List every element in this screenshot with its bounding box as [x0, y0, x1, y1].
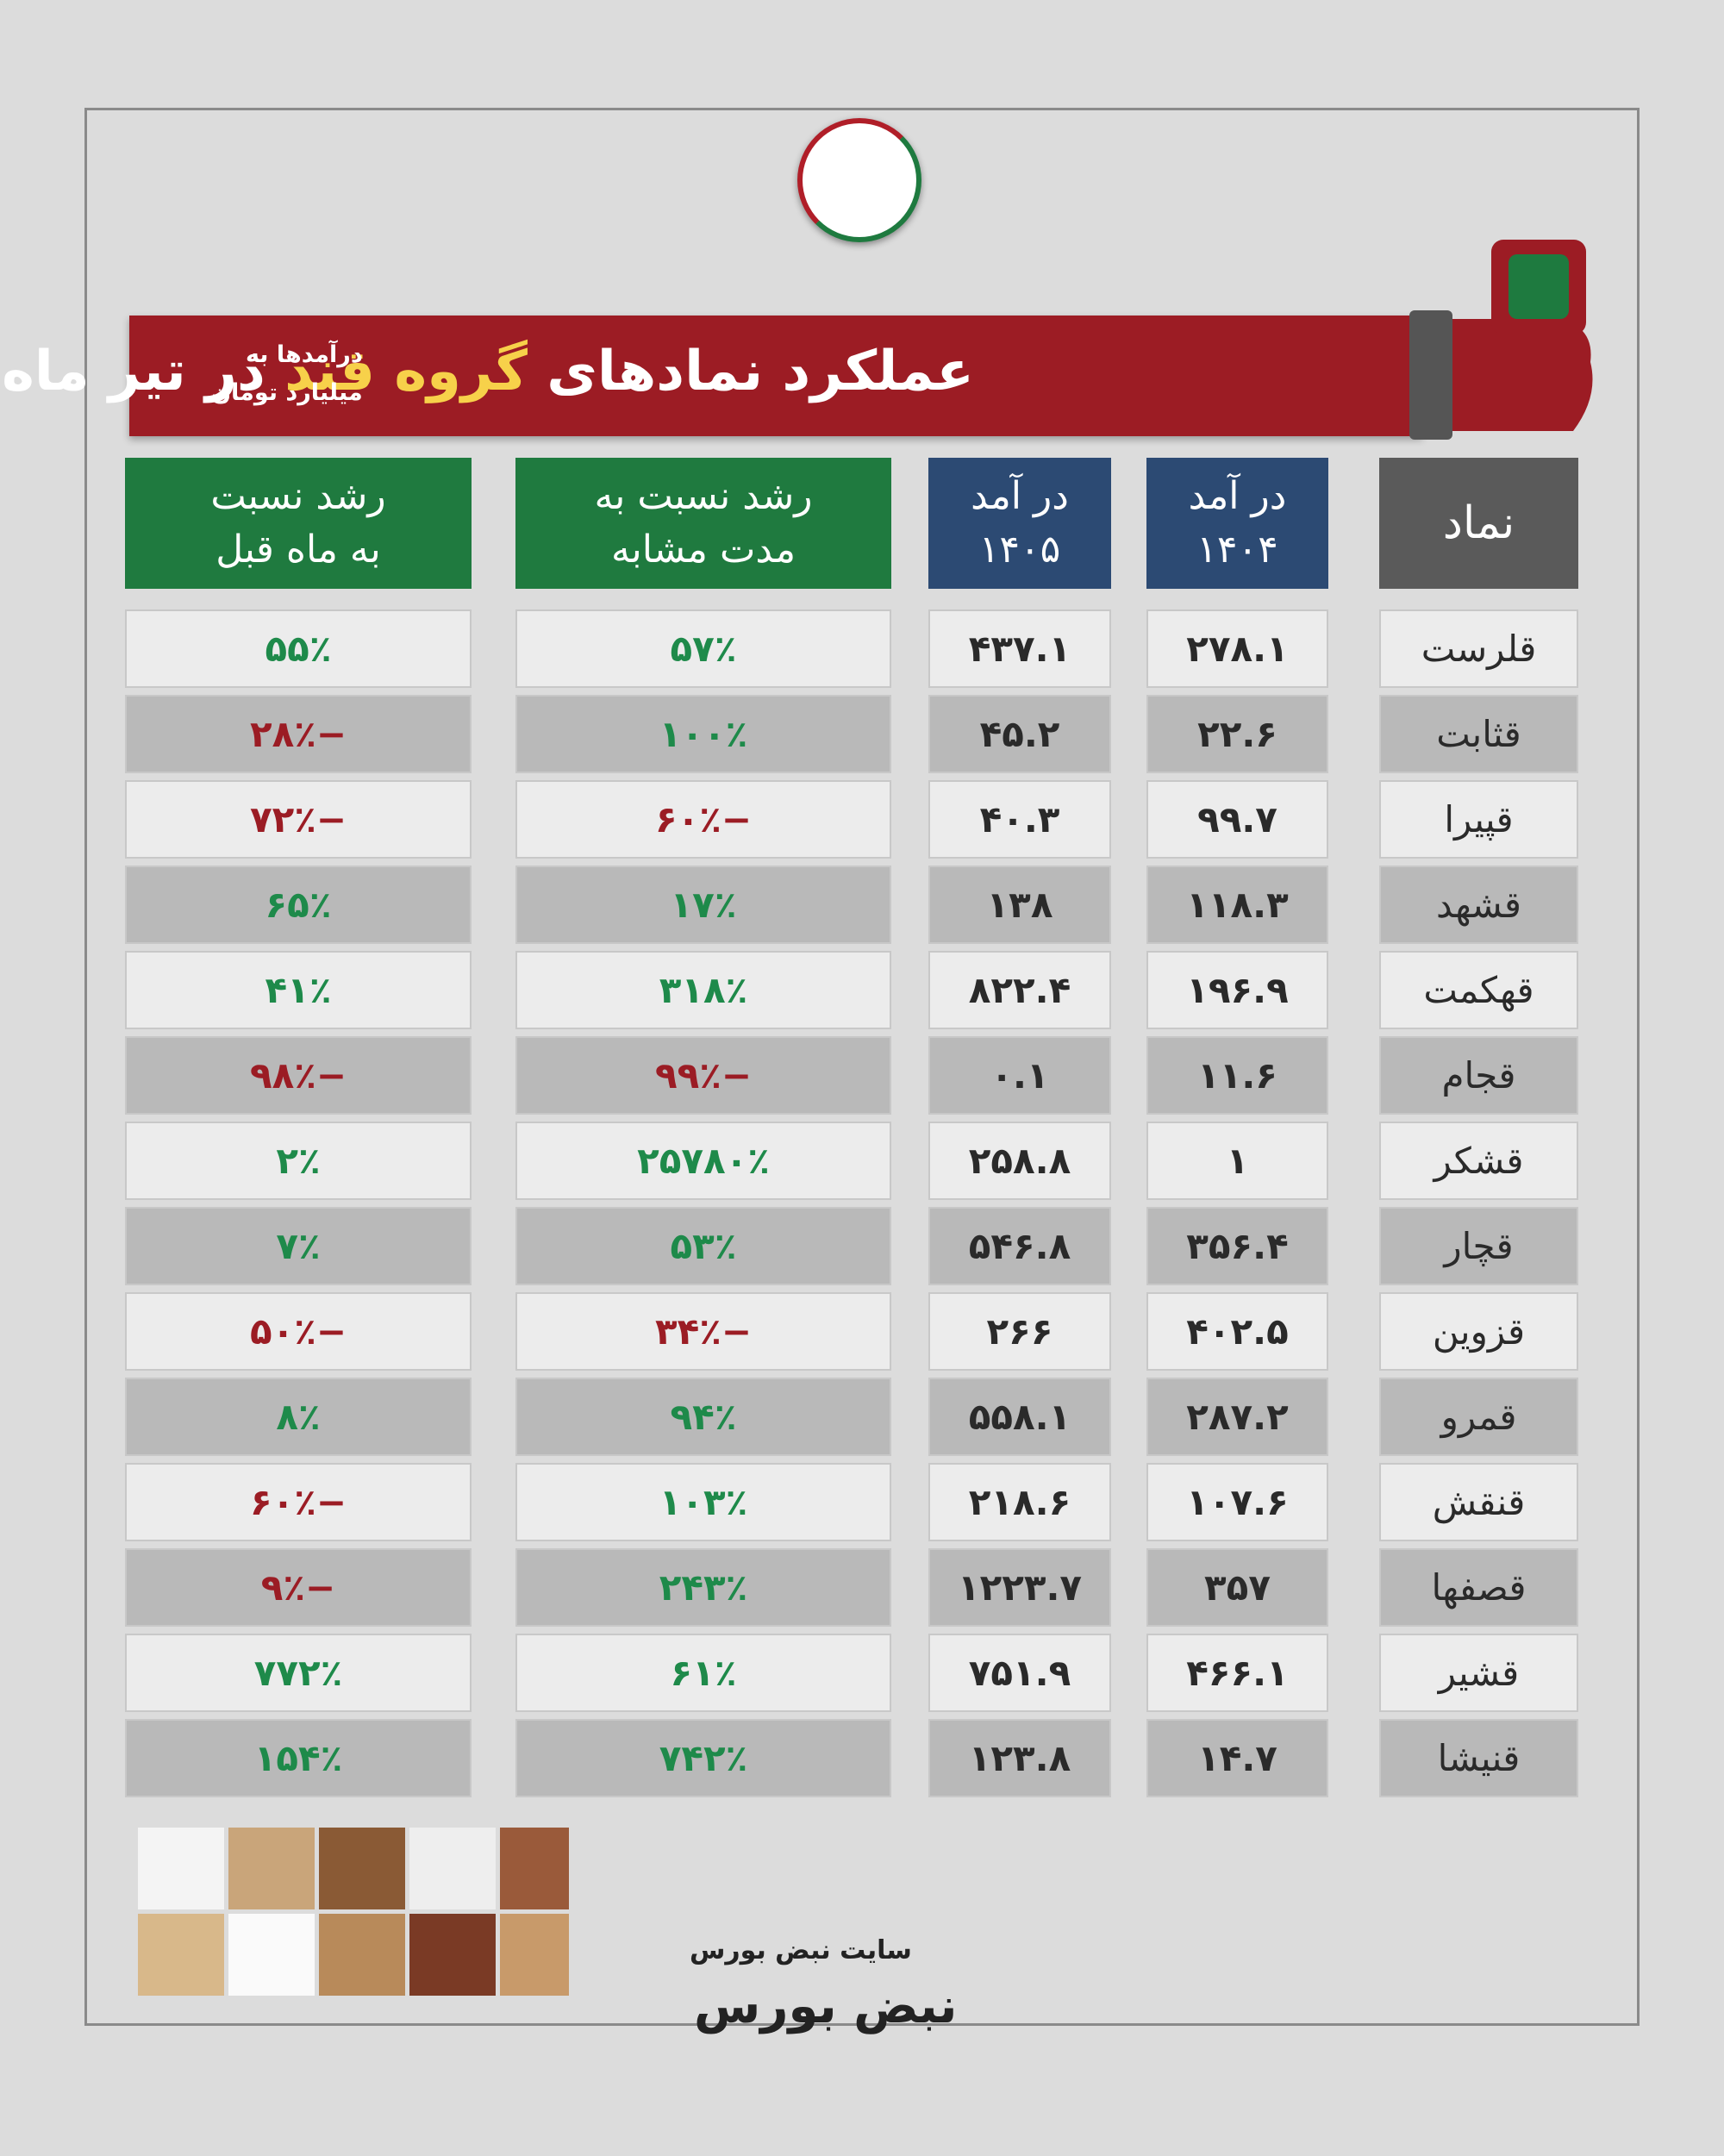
table-cell: قلرست — [1379, 609, 1578, 688]
table-cell: −۶۰٪ — [125, 1463, 472, 1541]
table-cell: ۴۶۶.۱ — [1146, 1634, 1328, 1712]
table-cell: قشیر — [1379, 1634, 1578, 1712]
title: عملکرد نمادهای گروه قند در تیر ماه — [2, 340, 974, 403]
table-cell: ۲۶۶ — [928, 1292, 1111, 1371]
table-cell: ۵۴۶.۸ — [928, 1207, 1111, 1285]
table-cell: ۳۵۶.۴ — [1146, 1207, 1328, 1285]
hand-icon — [1409, 240, 1593, 440]
table-cell: قشکر — [1379, 1122, 1578, 1200]
unit-note: درآمدها به میلیارد تومان — [211, 336, 363, 412]
table-cell: −۹۹٪ — [515, 1036, 891, 1115]
table-cell: ۲۵۷۸۰٪ — [515, 1122, 891, 1200]
table-cell: ۹۹.۷ — [1146, 780, 1328, 859]
table-cell: ۷۵۱.۹ — [928, 1634, 1111, 1712]
table-cell: ۱۴.۷ — [1146, 1719, 1328, 1797]
table-cell: ۶۵٪ — [125, 866, 472, 944]
column-header: رشد نسبت به مدت مشابه — [515, 458, 891, 589]
table-cell: ۱۰۳٪ — [515, 1463, 891, 1541]
header-line: رشد نسبت — [210, 474, 386, 518]
sugar-image — [138, 1828, 569, 1996]
table-cell: −۵۰٪ — [125, 1292, 472, 1371]
table-cell: ۲۷۸.۱ — [1146, 609, 1328, 688]
table-cell: ۴۰.۳ — [928, 780, 1111, 859]
table-cell: قزوین — [1379, 1292, 1578, 1371]
title-banner: عملکرد نمادهای گروه قند در تیر ماه درآمد… — [2, 316, 1422, 436]
table-cell: ۴۱٪ — [125, 951, 472, 1029]
table-cell: ۲۲.۶ — [1146, 695, 1328, 773]
table-cell: ۴۰۲.۵ — [1146, 1292, 1328, 1371]
table-cell: −۷۲٪ — [125, 780, 472, 859]
header-line: در آمد — [971, 474, 1069, 518]
note-line: میلیارد تومان — [211, 379, 363, 406]
table-cell: ۵۳٪ — [515, 1207, 891, 1285]
table-cell: ۲۵۸.۸ — [928, 1122, 1111, 1200]
table-cell: قجام — [1379, 1036, 1578, 1115]
table-cell: قچار — [1379, 1207, 1578, 1285]
header-line: نماد — [1442, 497, 1515, 549]
table-cell: ۱ — [1146, 1122, 1328, 1200]
table-cell: ۱۷٪ — [515, 866, 891, 944]
table-cell: −۹۸٪ — [125, 1036, 472, 1115]
table-cell: ۱۱.۶ — [1146, 1036, 1328, 1115]
header-line: در آمد — [1188, 474, 1287, 518]
table-cell: ۴۳۷.۱ — [928, 609, 1111, 688]
header-line: ۱۴۰۵ — [978, 528, 1061, 572]
table-cell: ۲۸۷.۲ — [1146, 1378, 1328, 1456]
title-highlight: گروه قند — [284, 340, 528, 403]
table-cell: ۵۵٪ — [125, 609, 472, 688]
table-cell: ۶۱٪ — [515, 1634, 891, 1712]
title-part: در تیر ماه — [2, 340, 265, 403]
table-cell: −۳۴٪ — [515, 1292, 891, 1371]
table-cell: ۵۵۸.۱ — [928, 1378, 1111, 1456]
table-cell: ۱۰۷.۶ — [1146, 1463, 1328, 1541]
logo — [797, 118, 921, 242]
table-cell: قهکمت — [1379, 951, 1578, 1029]
table-cell: ۳۵۷ — [1146, 1548, 1328, 1627]
column-header: در آمد ۱۴۰۴ — [1146, 458, 1328, 589]
table-cell: ۱۳۸ — [928, 866, 1111, 944]
table-cell: قپیرا — [1379, 780, 1578, 859]
table-cell: ۰.۱ — [928, 1036, 1111, 1115]
table-cell: قنقش — [1379, 1463, 1578, 1541]
footer-site: سایت نبض بورس — [690, 1935, 912, 1965]
table-cell: قشهد — [1379, 866, 1578, 944]
header-line: رشد نسبت به — [594, 474, 813, 518]
table-cell: ۹۴٪ — [515, 1378, 891, 1456]
table-cell: ۲۱۸.۶ — [928, 1463, 1111, 1541]
table-cell: ۸۲۲.۴ — [928, 951, 1111, 1029]
column-header: رشد نسبت به ماه قبل — [125, 458, 472, 589]
table-cell: ۲٪ — [125, 1122, 472, 1200]
table-cell: −۶۰٪ — [515, 780, 891, 859]
title-part: عملکرد نمادهای — [547, 340, 974, 403]
table-cell: −۹٪ — [125, 1548, 472, 1627]
table-cell: ۷۷۲٪ — [125, 1634, 472, 1712]
table-cell: ۱۲۳.۸ — [928, 1719, 1111, 1797]
table-cell: قنیشا — [1379, 1719, 1578, 1797]
table-cell: ۷٪ — [125, 1207, 472, 1285]
frame — [84, 108, 1640, 2026]
table-cell: قمرو — [1379, 1378, 1578, 1456]
column-header: نماد — [1379, 458, 1578, 589]
table-cell: ۱۱۸.۳ — [1146, 866, 1328, 944]
table-cell: ۳۱۸٪ — [515, 951, 891, 1029]
note-line: درآمدها به — [245, 341, 363, 368]
header-line: به ماه قبل — [216, 528, 381, 572]
table-cell: ۲۴۳٪ — [515, 1548, 891, 1627]
table-cell: ۱۰۰٪ — [515, 695, 891, 773]
table-cell: ۷۴۲٪ — [515, 1719, 891, 1797]
table-cell: قثابت — [1379, 695, 1578, 773]
header-line: مدت مشابه — [610, 528, 796, 572]
table-cell: ۱۵۴٪ — [125, 1719, 472, 1797]
table-cell: ۵۷٪ — [515, 609, 891, 688]
table-cell: قصفها — [1379, 1548, 1578, 1627]
table-cell: ۸٪ — [125, 1378, 472, 1456]
header-line: ۱۴۰۴ — [1196, 528, 1278, 572]
table-cell: ۴۵.۲ — [928, 695, 1111, 773]
table-cell: ۱۹۶.۹ — [1146, 951, 1328, 1029]
table-cell: −۲۸٪ — [125, 695, 472, 773]
table-cell: ۱۲۲۳.۷ — [928, 1548, 1111, 1627]
footer-brand: نبض بورس — [694, 1978, 958, 2034]
column-header: در آمد ۱۴۰۵ — [928, 458, 1111, 589]
